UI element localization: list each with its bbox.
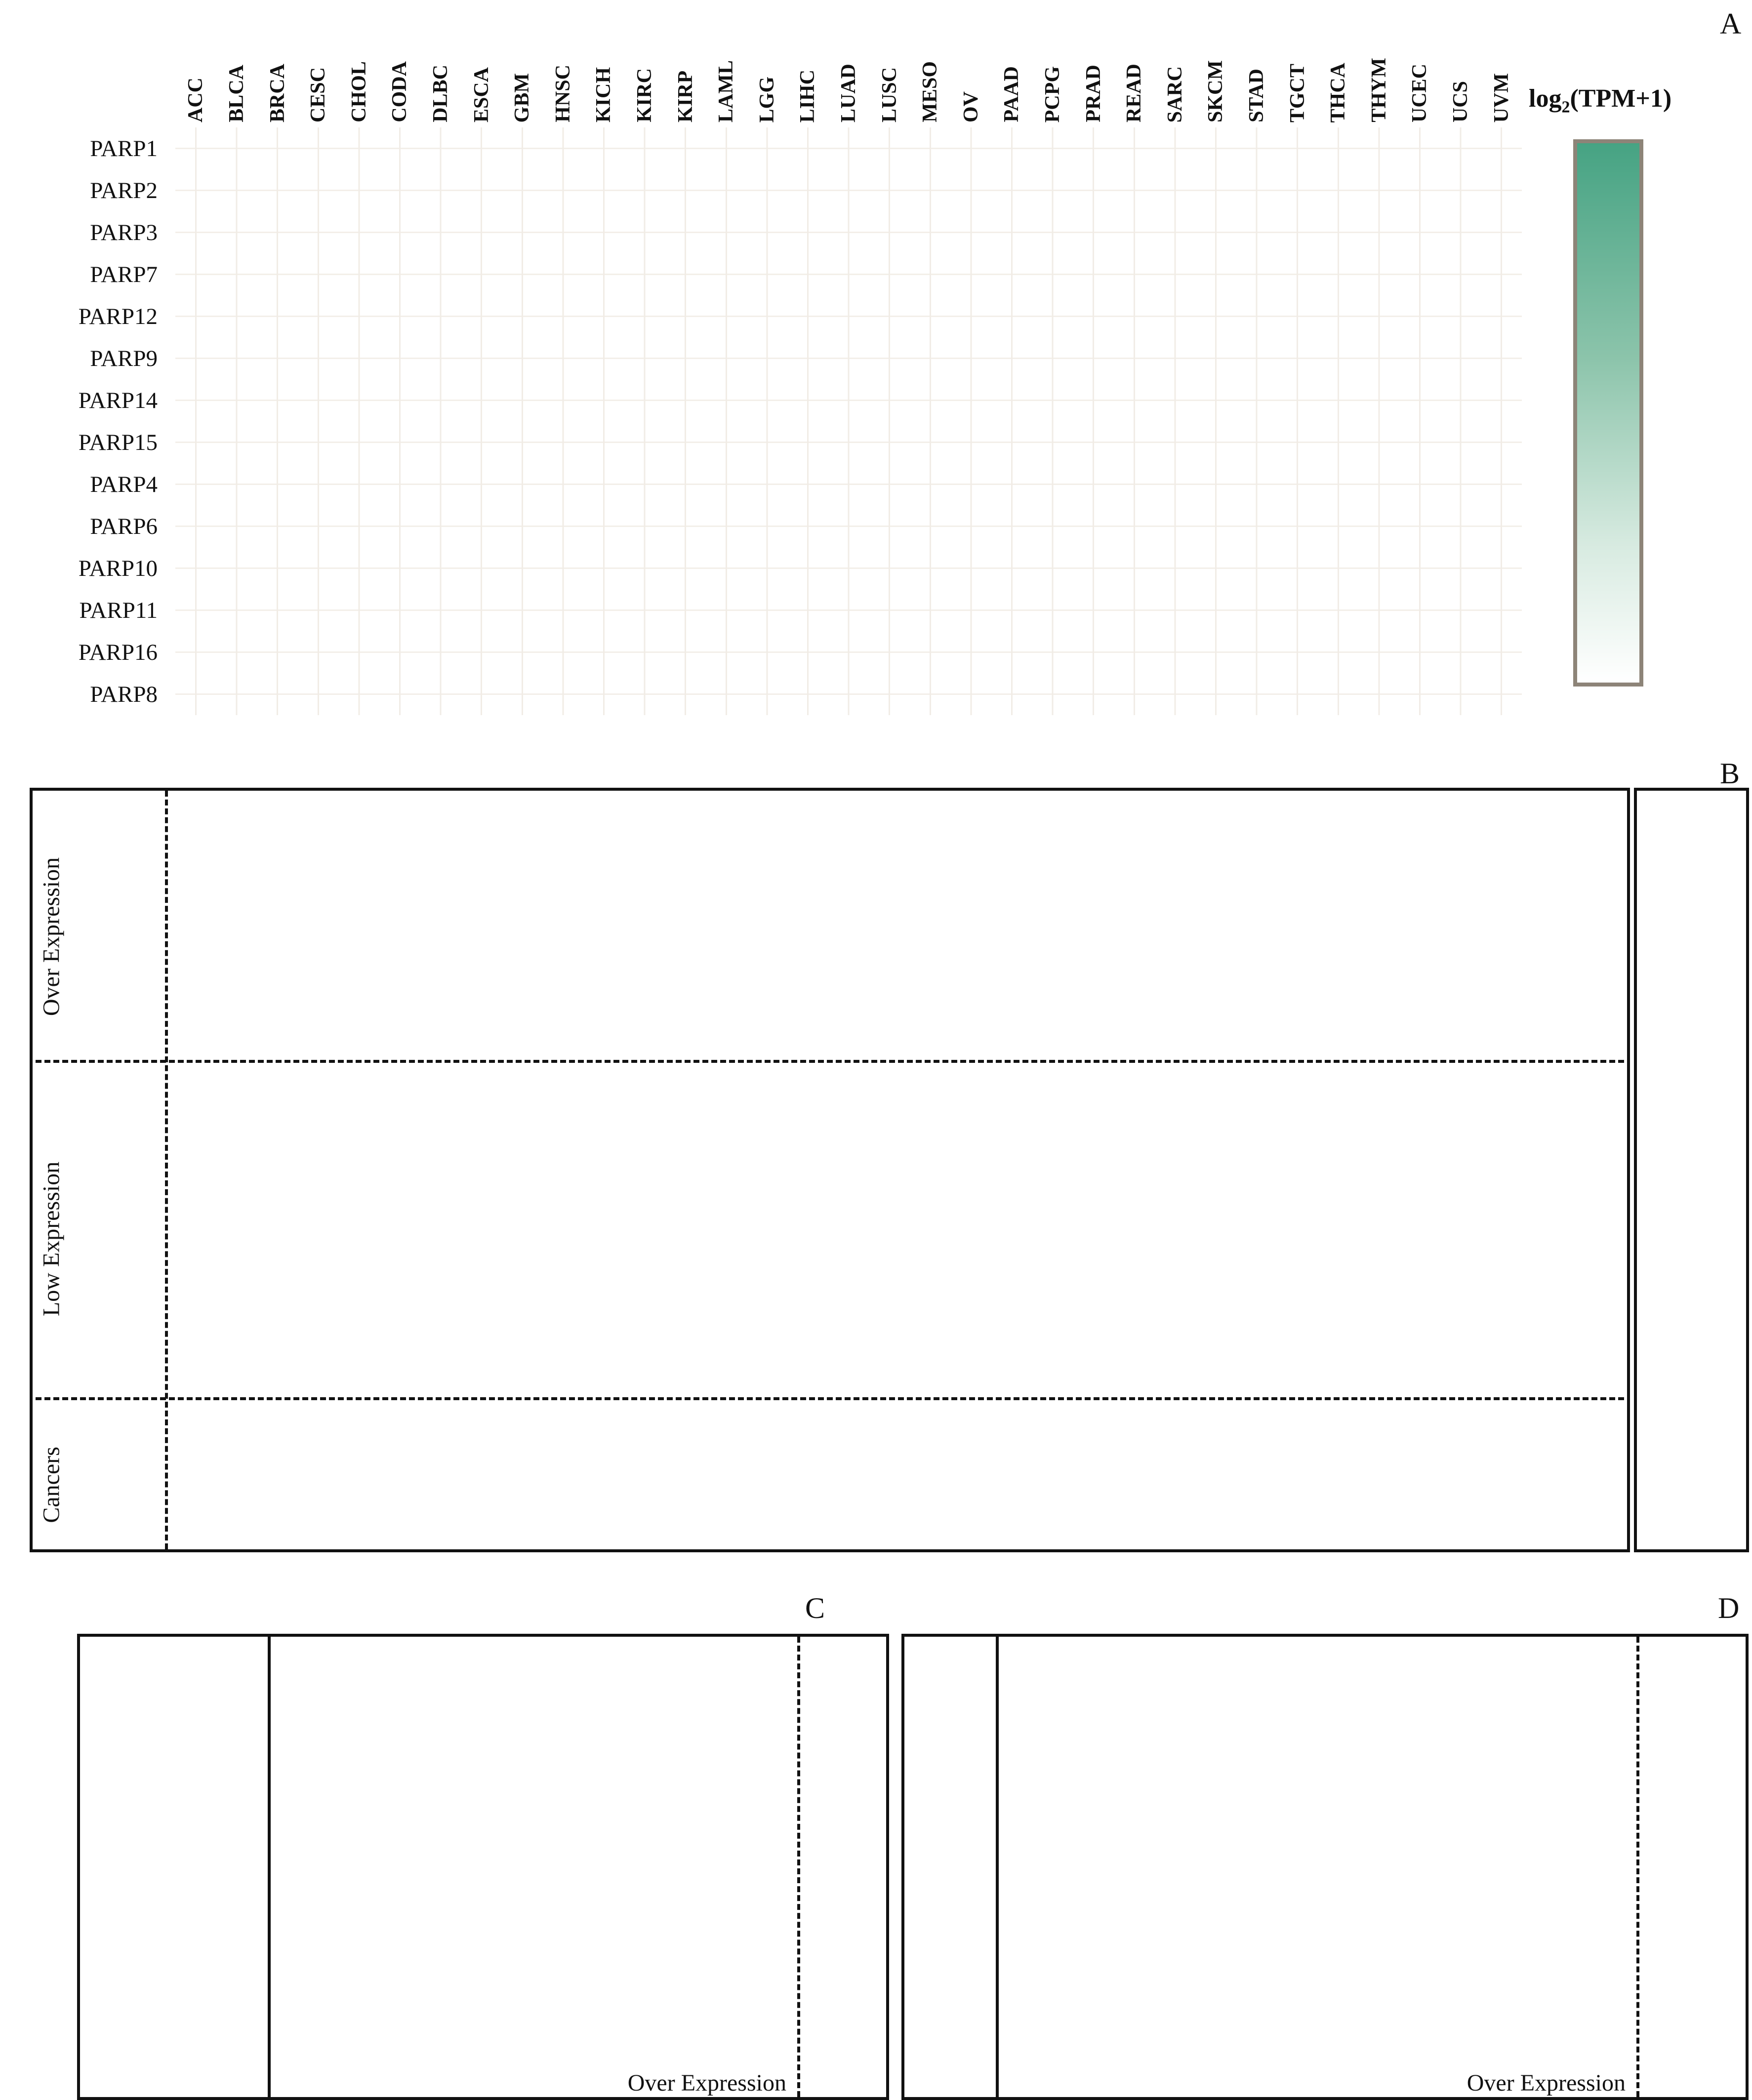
- heatmap-row-labels: PARP1 PARP2 PARP3 PARP7 PARP12 PARP9 PARP14 PAR…: [44, 127, 161, 715]
- heatmap-col-label-OV: OV: [959, 91, 982, 122]
- panel-d-caption: Over Expression: [1467, 2070, 1626, 2096]
- colorbar-gradient: [1573, 139, 1643, 687]
- heatmap-col-label-KIRC: KIRC: [633, 68, 656, 122]
- heatmap-col-label-ESCA: ESCA: [470, 67, 493, 122]
- heatmap-col-label-BLCA: BLCA: [225, 65, 248, 122]
- heatmap-col-label-PRAD: PRAD: [1082, 65, 1105, 122]
- heatmap-col-label-PCPG: PCPG: [1041, 66, 1064, 122]
- heatmap-row-label-PARP11: PARP11: [79, 597, 158, 623]
- heatmap-col-label-HNSC: HNSC: [551, 65, 574, 122]
- heatmap-col-label-UVM: UVM: [1490, 73, 1513, 122]
- panel-d-axis-line: [996, 1637, 999, 2097]
- heatmap-row-label-PARP3: PARP3: [90, 219, 158, 245]
- panel-d-legend-divider: [1636, 1637, 1639, 2097]
- heatmap-col-label-LAML: LAML: [715, 60, 738, 122]
- heatmap-col-label-SARC: SARC: [1163, 66, 1186, 122]
- heatmap-row-label-PARP10: PARP10: [78, 555, 158, 581]
- heatmap-row-label-PARP4: PARP4: [90, 471, 158, 497]
- heatmap-col-label-CESC: CESC: [307, 67, 330, 122]
- colorbar-title-rest: (TPM+1): [1570, 84, 1672, 113]
- heatmap-row-label-PARP12: PARP12: [78, 303, 158, 329]
- heatmap-col-label-KIRP: KIRP: [674, 71, 697, 122]
- heatmap-col-label-MESO: MESO: [919, 61, 942, 122]
- panel-b-letter: B: [1720, 757, 1740, 790]
- heatmap-col-label-PAAD: PAAD: [1000, 66, 1023, 122]
- colorbar-title-sub: 2: [1561, 98, 1570, 117]
- heatmap-col-label-GBM: GBM: [511, 73, 534, 122]
- heatmap-row-label-PARP6: PARP6: [90, 513, 158, 539]
- heatmap-column-labels: ACC BLCA BRCA CESC CHOL CODA DLBC ESCA GBM HNSC KI…: [175, 15, 1522, 122]
- heatmap-row-label-PARP7: PARP7: [90, 261, 158, 287]
- heatmap-col-label-THCA: THCA: [1327, 62, 1350, 122]
- panel-a-letter: A: [1720, 7, 1742, 40]
- heatmap-col-label-CHOL: CHOL: [347, 61, 370, 122]
- heatmap-col-label-UCS: UCS: [1449, 81, 1472, 122]
- heatmap-col-label-SKCM: SKCM: [1204, 60, 1227, 122]
- panel-b-cancers-axis-label: Cancers: [38, 1447, 65, 1523]
- panel-c-plot: Over Expression: [77, 1634, 889, 2100]
- heatmap-row-label-PARP9: PARP9: [90, 345, 158, 371]
- panel-b-plot: Over Expression Low Expression Cancers: [30, 788, 1630, 1552]
- panel-c-axis-line: [268, 1637, 271, 2097]
- panel-b-legend: [1634, 788, 1749, 1552]
- heatmap-row-label-PARP15: PARP15: [78, 429, 158, 455]
- heatmap-row-label-PARP14: PARP14: [78, 387, 158, 413]
- panel-c-caption: Over Expression: [627, 2070, 786, 2096]
- heatmap-row-label-PARP8: PARP8: [90, 681, 158, 707]
- panel-b-over-low-divider: [36, 1060, 1624, 1063]
- panel-c-letter: C: [805, 1592, 825, 1624]
- heatmap-col-label-LGG: LGG: [755, 76, 778, 122]
- panel-b-over-axis-label: Over Expression: [38, 857, 65, 1016]
- panel-b-label-divider: [36, 1397, 1624, 1400]
- heatmap-col-label-CODA: CODA: [388, 61, 411, 122]
- heatmap-row-label-PARP16: PARP16: [78, 639, 158, 665]
- heatmap-row-label-PARP2: PARP2: [90, 177, 158, 203]
- heatmap-col-label-LIHC: LIHC: [796, 69, 819, 122]
- heatmap-col-label-BRCA: BRCA: [266, 63, 289, 122]
- heatmap-col-label-ACC: ACC: [184, 78, 207, 122]
- heatmap-col-label-LUSC: LUSC: [878, 67, 901, 122]
- panel-b-y-axis-line: [165, 791, 168, 1549]
- heatmap-col-label-TGCT: TGCT: [1286, 63, 1309, 122]
- panel-d-letter: D: [1718, 1592, 1740, 1624]
- heatmap-col-label-LUAD: LUAD: [837, 63, 860, 122]
- heatmap-row-label-PARP1: PARP1: [90, 135, 158, 162]
- panel-c-legend-divider: [797, 1637, 800, 2097]
- heatmap-col-label-STAD: STAD: [1245, 69, 1268, 122]
- colorbar-title: log2(TPM+1): [1529, 84, 1671, 117]
- heatmap-col-label-DLBC: DLBC: [429, 65, 452, 122]
- heatmap-col-label-READ: READ: [1123, 63, 1146, 122]
- colorbar-title-log: log: [1529, 84, 1562, 113]
- panel-d-plot: Over Expression: [901, 1634, 1749, 2100]
- heatmap-col-label-KICH: KICH: [592, 67, 615, 122]
- panel-b-low-axis-label: Low Expression: [38, 1161, 65, 1317]
- heatmap-grid: [175, 127, 1522, 715]
- heatmap-col-label-UCEC: UCEC: [1408, 63, 1431, 122]
- heatmap-col-label-THYM: THYM: [1367, 58, 1390, 122]
